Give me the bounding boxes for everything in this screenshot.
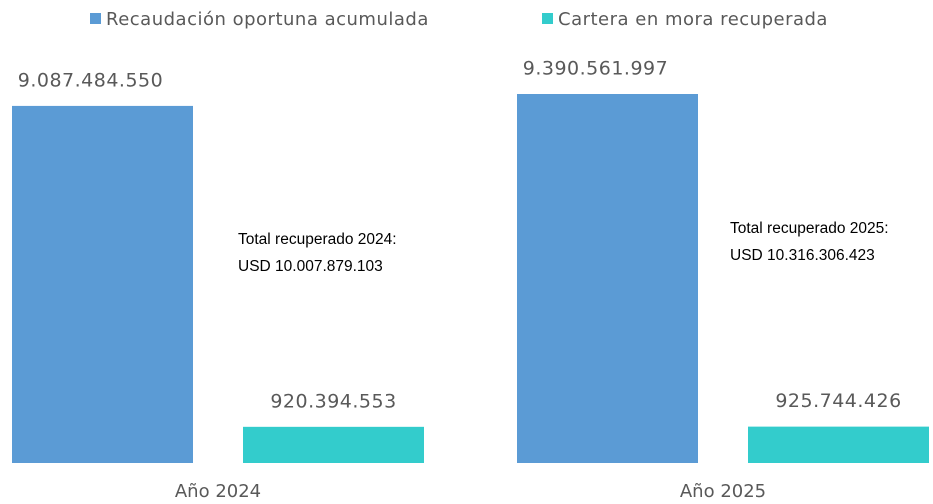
value-label: 9.087.484.550 [18,69,164,91]
value-label: 9.390.561.997 [523,58,669,80]
legend-swatch [90,13,101,24]
x-tick-label: Año 2024 [175,481,261,502]
bar [748,426,929,463]
bar [12,105,193,463]
legend-label: Recaudación oportuna acumulada [106,9,429,30]
annotation: USD 10.007.879.103 [238,258,383,275]
legend-swatch [542,13,553,24]
annotation: Total recuperado 2024: [238,231,397,248]
bar [517,94,698,463]
annotation: USD 10.316.306.423 [730,247,875,264]
legend-label: Cartera en mora recuperada [558,9,828,30]
value-label: 920.394.553 [270,390,396,412]
x-tick-label: Año 2025 [680,481,766,502]
annotation: Total recuperado 2025: [730,220,889,237]
value-label: 925.744.426 [775,390,901,412]
bar [243,426,424,463]
